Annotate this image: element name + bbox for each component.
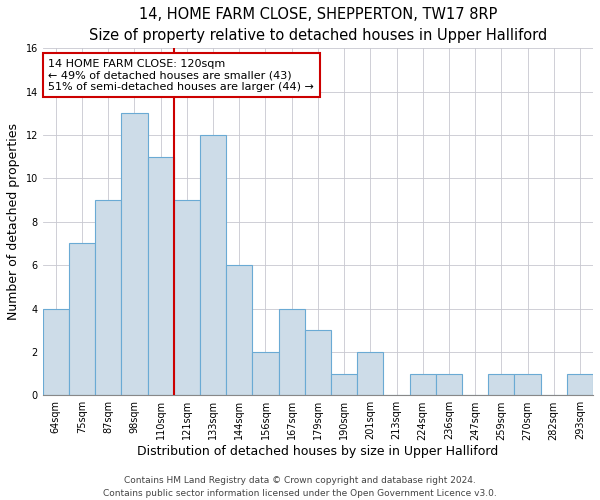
Bar: [69, 244, 95, 396]
Bar: [43, 308, 69, 396]
Bar: [148, 156, 174, 396]
Bar: [121, 114, 148, 396]
Bar: [488, 374, 514, 396]
Bar: [305, 330, 331, 396]
Bar: [95, 200, 121, 396]
Bar: [436, 374, 462, 396]
Title: 14, HOME FARM CLOSE, SHEPPERTON, TW17 8RP
Size of property relative to detached : 14, HOME FARM CLOSE, SHEPPERTON, TW17 8R…: [89, 7, 547, 43]
Y-axis label: Number of detached properties: Number of detached properties: [7, 124, 20, 320]
Text: Contains HM Land Registry data © Crown copyright and database right 2024.
Contai: Contains HM Land Registry data © Crown c…: [103, 476, 497, 498]
X-axis label: Distribution of detached houses by size in Upper Halliford: Distribution of detached houses by size …: [137, 445, 499, 458]
Bar: [226, 265, 253, 396]
Bar: [200, 135, 226, 396]
Bar: [410, 374, 436, 396]
Text: 14 HOME FARM CLOSE: 120sqm
← 49% of detached houses are smaller (43)
51% of semi: 14 HOME FARM CLOSE: 120sqm ← 49% of deta…: [48, 58, 314, 92]
Bar: [514, 374, 541, 396]
Bar: [174, 200, 200, 396]
Bar: [253, 352, 278, 396]
Bar: [331, 374, 357, 396]
Bar: [567, 374, 593, 396]
Bar: [278, 308, 305, 396]
Bar: [357, 352, 383, 396]
